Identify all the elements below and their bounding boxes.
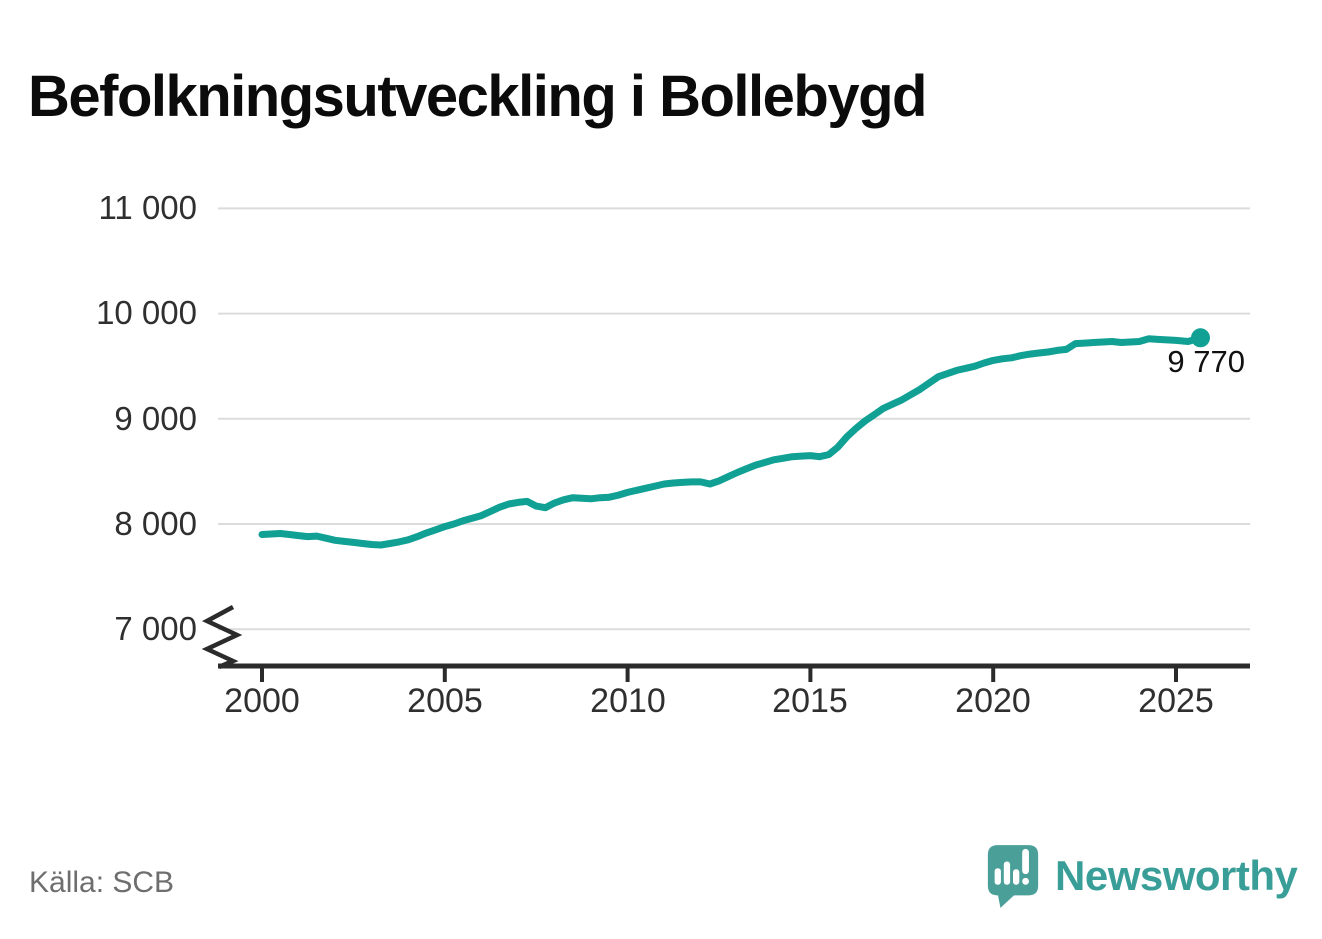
end-point-dot bbox=[1190, 328, 1210, 348]
x-axis-label: 2015 bbox=[772, 682, 848, 720]
x-axis-label: 2000 bbox=[224, 682, 300, 720]
y-axis-label: 7 000 bbox=[114, 610, 197, 647]
y-axis-label: 8 000 bbox=[114, 505, 197, 542]
source-attribution: Källa: SCB bbox=[29, 866, 175, 899]
y-axis-label: 9 000 bbox=[114, 400, 197, 437]
newsworthy-wordmark: Newsworthy bbox=[1055, 852, 1298, 899]
x-axis-label: 2025 bbox=[1138, 682, 1214, 720]
population-line bbox=[258, 334, 1204, 549]
newsworthy-speech-bubble-barchart-icon bbox=[987, 845, 1039, 908]
x-axis-label: 2020 bbox=[955, 682, 1031, 720]
newsworthy-logo: Newsworthy bbox=[984, 842, 1298, 910]
end-value-label: 9 770 bbox=[1167, 344, 1245, 379]
y-axis-label: 11 000 bbox=[98, 189, 197, 226]
x-axis-label: 2010 bbox=[590, 682, 666, 720]
y-axis-label: 10 000 bbox=[96, 294, 197, 331]
y-axis-break-icon bbox=[201, 605, 243, 670]
chart-title: Befolkningsutveckling i Bollebygd bbox=[28, 63, 927, 129]
x-axis-label: 2005 bbox=[407, 682, 483, 720]
